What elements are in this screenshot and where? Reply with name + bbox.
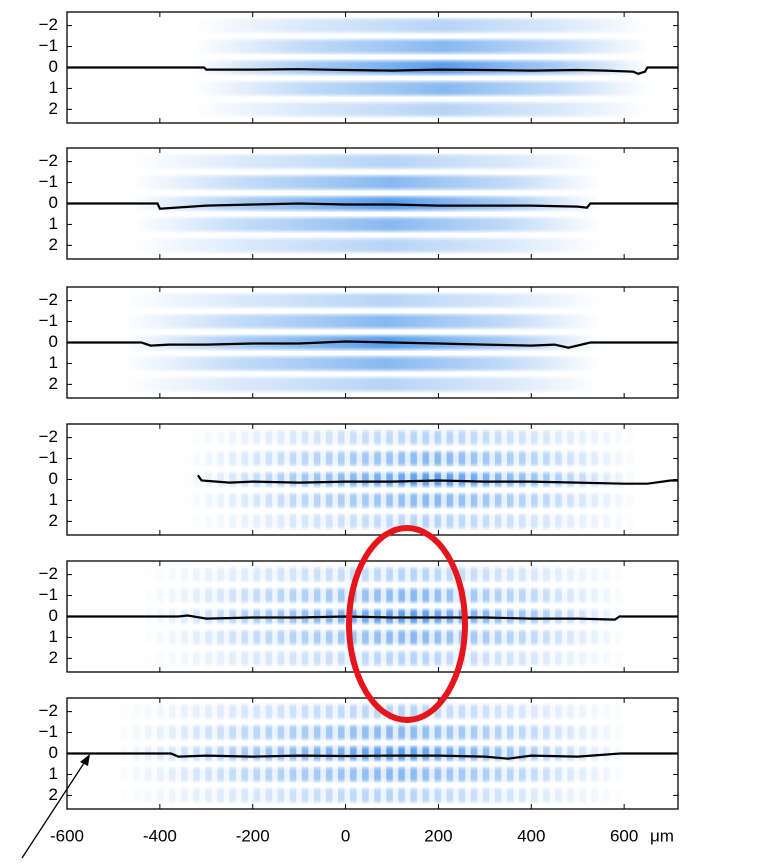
y-tick-label: 0 [49,606,58,625]
fringe-band [111,767,632,782]
y-tick-label: 1 [49,627,58,646]
panel: −2 −1 0 1 2 [39,11,679,124]
highlight-ellipse [346,525,468,723]
x-tick-label: 200 [424,826,452,845]
profile-line [67,202,678,210]
fringe-band [111,788,632,803]
fringe-band [192,102,650,117]
y-tick-label: 2 [49,511,58,530]
plot-area [67,154,678,253]
fringe-band [132,154,601,169]
x-tick-label: 0 [341,826,350,845]
x-tick-label: -600 [50,826,84,845]
fringe-band [180,451,641,466]
fringe-band [141,630,632,645]
y-tick-label: −1 [39,311,58,330]
y-tick-label: −2 [39,427,58,446]
panel: −2 −1 0 1 2 [39,560,679,673]
y-tick-label: −2 [39,701,58,720]
fringe-band [122,314,601,329]
y-tick-label: −2 [39,290,58,309]
fringe-band [141,651,632,666]
y-tick-label: 0 [49,469,58,488]
y-tick-label: 2 [49,99,58,118]
plot-area [67,704,678,803]
panel: −2 −1 0 1 2 [39,423,679,536]
arrow [21,759,87,859]
arrow-head [80,754,90,766]
profile-line [67,66,678,75]
y-tick-label: 1 [49,353,58,372]
fringe-band [180,493,641,508]
x-axis-label: μm [650,826,674,845]
y-tick-label: 2 [49,235,58,254]
fringe-band [180,472,641,487]
fringe-band [180,430,641,445]
plot-area [67,567,678,666]
y-tick-label: 0 [49,57,58,76]
y-tick-label: 2 [49,648,58,667]
fringe-band [141,567,632,582]
plot-area [180,430,678,529]
fringe-band [192,18,650,33]
x-tick-label: 400 [517,826,545,845]
fringe-band [180,514,641,529]
fringe-band [132,175,601,190]
y-tick-label: 0 [49,743,58,762]
fringe-band [132,217,601,232]
x-tick-label: -400 [143,826,177,845]
y-tick-label: −1 [39,36,58,55]
y-tick-label: 0 [49,193,58,212]
y-tick-label: 1 [49,214,58,233]
x-tick-label: 600 [610,826,638,845]
fringe-band [122,293,601,308]
fringe-band [111,746,632,761]
y-tick-label: −1 [39,448,58,467]
y-tick-label: −2 [39,151,58,170]
fringe-band [122,377,601,392]
plot-area [67,18,678,117]
y-tick-label: −1 [39,585,58,604]
y-tick-label: 1 [49,764,58,783]
fringe-band [122,356,601,371]
y-tick-label: −1 [39,172,58,191]
fringe-band [132,238,601,253]
panel: −2 −1 0 1 2 [39,147,679,260]
fringe-band [111,725,632,740]
x-tick-label: -200 [236,826,270,845]
panel: −2 −1 0 1 2 [39,286,679,399]
y-tick-label: 1 [49,78,58,97]
plot-area [67,293,678,392]
y-tick-label: 2 [49,785,58,804]
y-tick-label: −1 [39,722,58,741]
y-tick-label: −2 [39,15,58,34]
profile-line [67,340,678,349]
panel: −2 −1 0 1 2 -600 -400 -200 0 200 400 600 μm [39,697,679,845]
y-tick-label: 1 [49,490,58,509]
profile-line [67,614,678,621]
y-tick-label: 2 [49,374,58,393]
fringe-band [192,39,650,54]
fringe-band [192,81,650,96]
fringe-band [192,60,650,75]
profile-line [67,752,678,760]
y-tick-label: −2 [39,564,58,583]
fringe-band [111,704,632,719]
profile-line [197,474,678,485]
fringe-band [141,588,632,603]
y-tick-label: 0 [49,332,58,351]
